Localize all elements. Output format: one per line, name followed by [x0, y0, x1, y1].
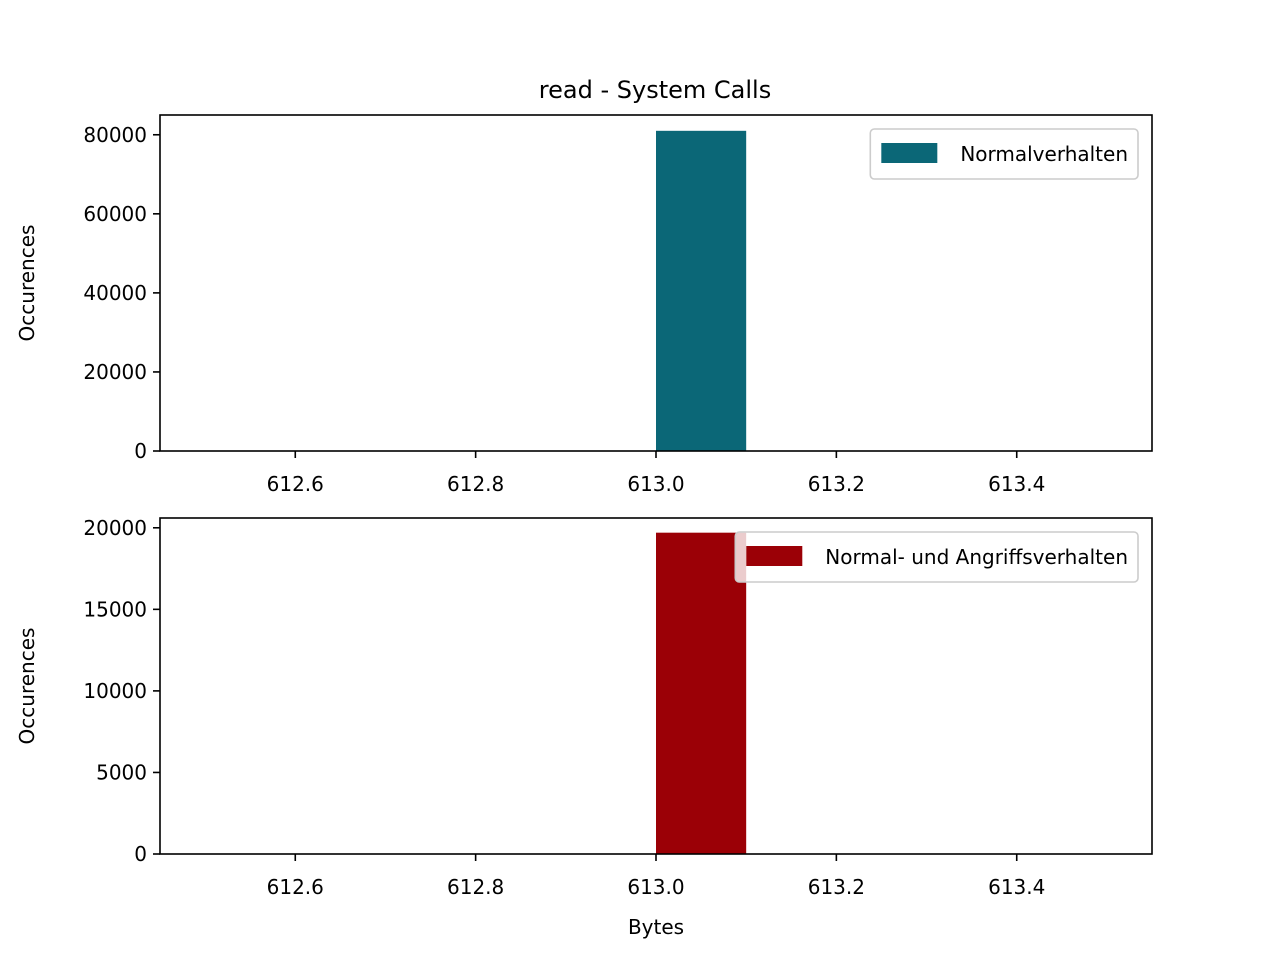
y-tick-label: 0	[134, 842, 147, 866]
x-tick-label: 612.6	[267, 472, 324, 496]
y-tick-label: 20000	[83, 360, 147, 384]
legend-box	[734, 531, 1139, 583]
bar	[656, 130, 747, 451]
bar	[656, 532, 747, 854]
x-tick-label: 613.2	[808, 875, 865, 899]
legend-swatch	[881, 143, 938, 163]
y-tick-label: 20000	[83, 516, 147, 540]
legend-box	[869, 128, 1139, 180]
x-tick-label: 613.0	[627, 875, 684, 899]
x-axis-label: Bytes	[628, 915, 684, 939]
x-tick-label: 613.4	[988, 472, 1045, 496]
y-tick-label: 15000	[83, 597, 147, 621]
y-tick-label: 5000	[96, 760, 147, 784]
legend: Normalverhalten	[869, 128, 1139, 180]
top-subplot: 612.6 612.8 613.0 613.2 613.4 0 20000 40000 6000…	[15, 114, 1153, 496]
legend: Normal- und Angriffsverhalten	[734, 531, 1139, 583]
x-tick-label: 613.2	[808, 472, 865, 496]
y-axis-label: Occurences	[15, 628, 39, 745]
bottom-subplot: 612.6 612.8 613.0 613.2 613.4 0 5000 10000 15000…	[15, 516, 1153, 939]
x-tick-label: 613.4	[988, 875, 1045, 899]
x-tick-label: 612.8	[447, 875, 504, 899]
y-tick-label: 80000	[83, 123, 147, 147]
y-tick-label: 60000	[83, 202, 147, 226]
y-tick-label: 40000	[83, 281, 147, 305]
y-tick-label: 0	[134, 439, 147, 463]
y-axis-label: Occurences	[15, 225, 39, 342]
legend-label: Normalverhalten	[960, 142, 1128, 166]
x-tick-label: 613.0	[627, 472, 684, 496]
legend-swatch	[746, 546, 803, 566]
legend-label: Normal- und Angriffsverhalten	[825, 545, 1128, 569]
x-tick-label: 612.6	[267, 875, 324, 899]
y-tick-label: 10000	[83, 679, 147, 703]
chart-title: read - System Calls	[539, 76, 771, 104]
x-tick-label: 612.8	[447, 472, 504, 496]
